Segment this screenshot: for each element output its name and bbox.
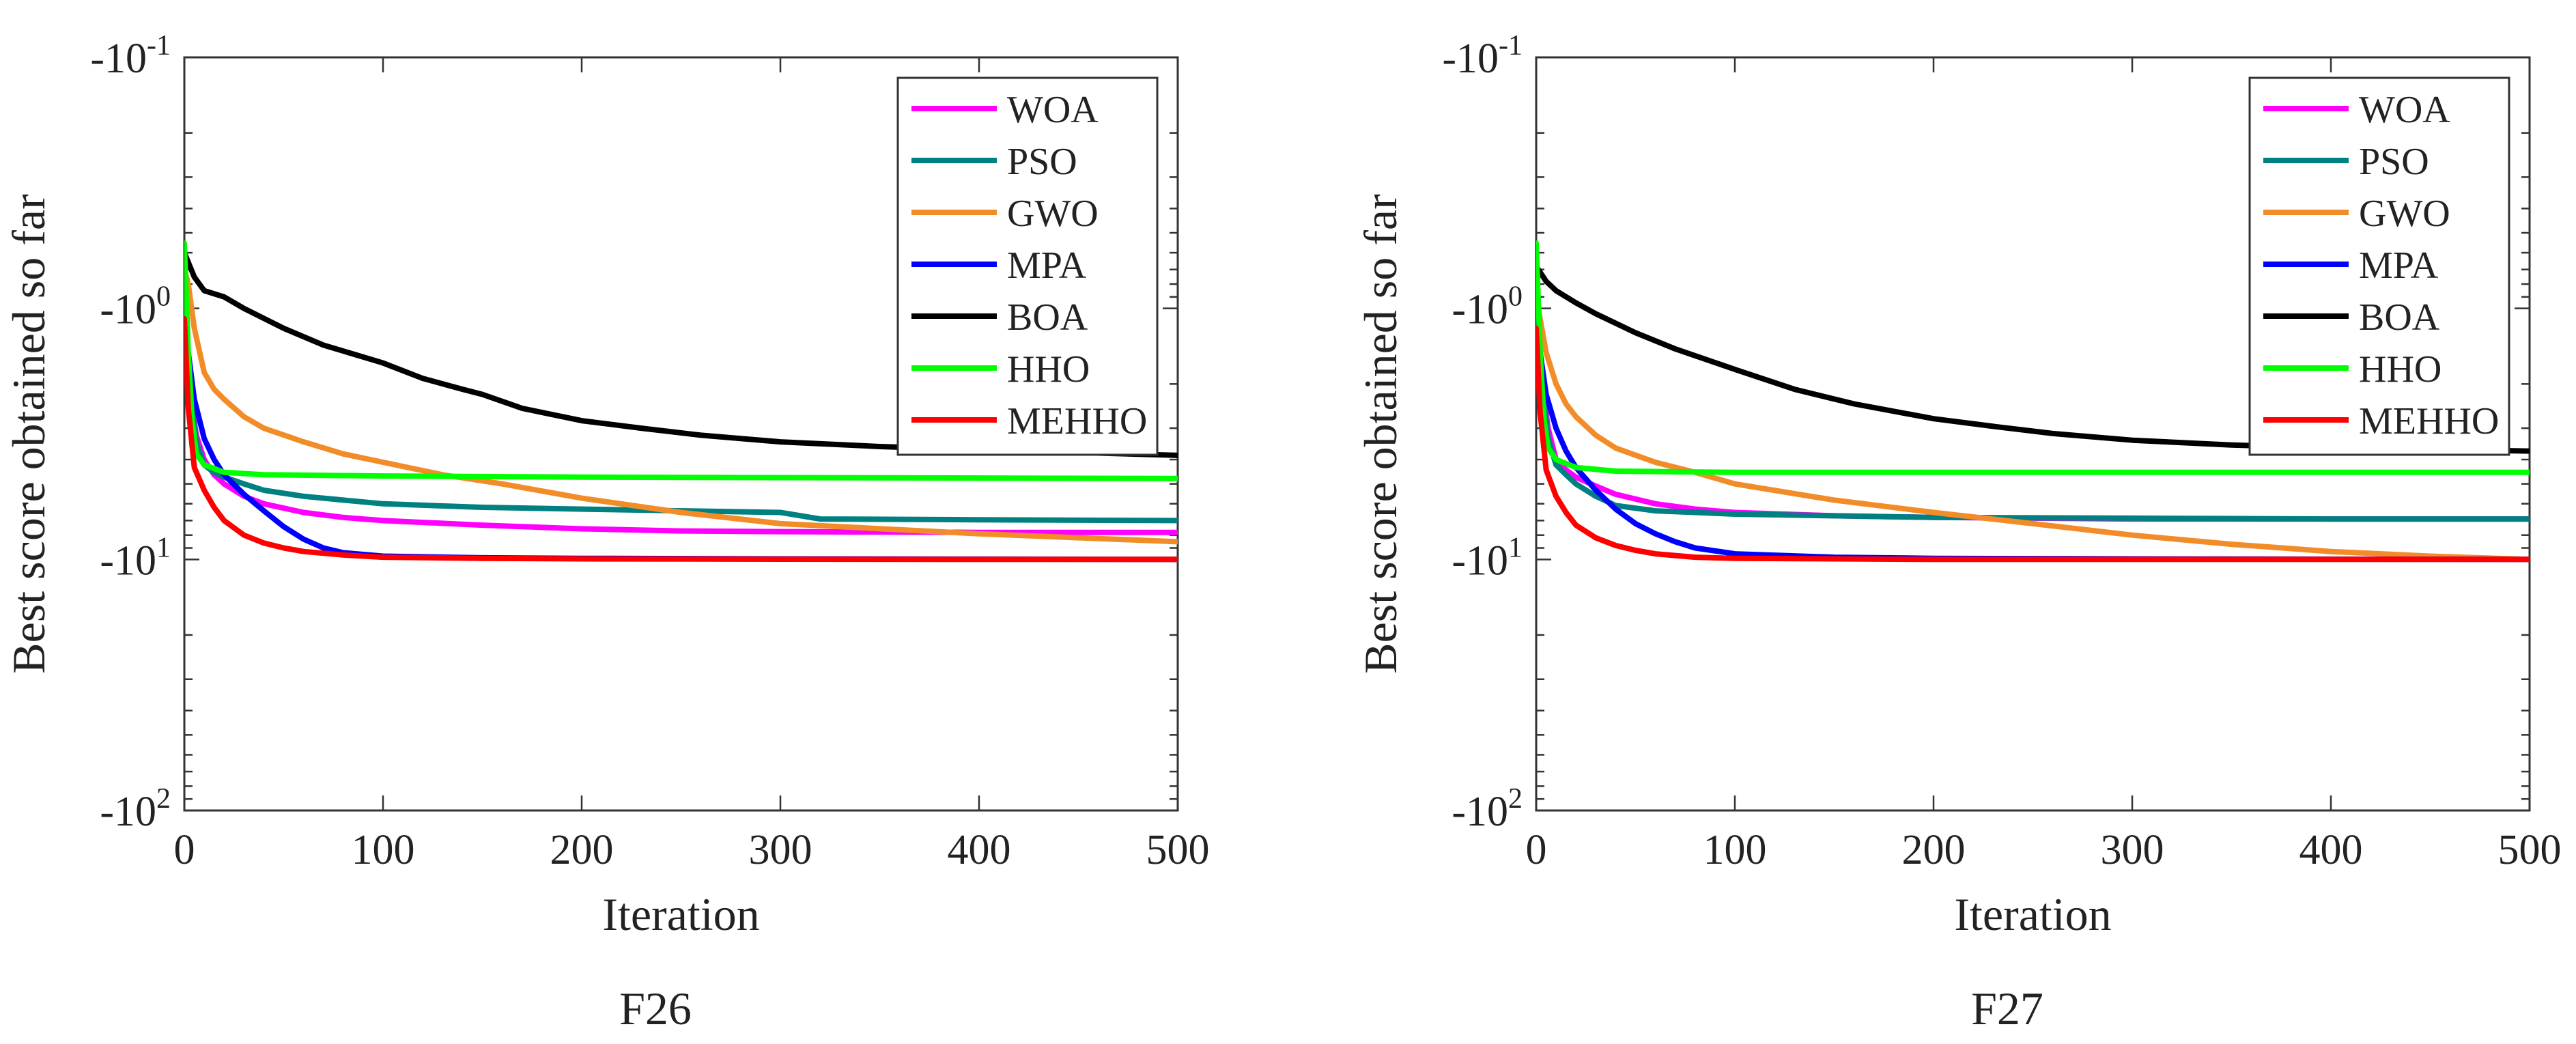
legend: WOA PSO GWO MPA BOA HHO MEHHO [2248,76,2510,456]
x-tick-label: 300 [749,827,812,873]
x-tick-label: 300 [2101,827,2164,873]
x-tick-label: 200 [1902,827,1966,873]
y-tick-label: -10-1 [1442,30,1523,82]
chart-caption: F27 [1971,983,2043,1034]
y-tick-base: -10 [100,789,156,835]
x-tick-label: 500 [2498,827,2562,873]
legend: WOA PSO GWO MPA BOA HHO MEHHO [896,76,1159,456]
y-tick-exponent: 0 [156,281,171,313]
y-tick-label: -100 [1452,281,1523,333]
y-tick-base: -10 [1452,287,1508,333]
series-line-hho [1536,240,2530,475]
x-tick-label: 200 [550,827,614,873]
y-tick-exponent: -1 [147,30,171,61]
x-tick-label: 400 [948,827,1011,873]
legend-label-mehho: MEHHO [2359,400,2499,442]
x-tick-label: 400 [2299,827,2363,873]
legend-label-hho: HHO [1007,348,1090,391]
y-tick-base: -10 [1452,789,1508,835]
legend-label-boa: BOA [2359,296,2440,339]
series-group [184,240,1178,563]
y-tick-label: -101 [100,532,171,584]
y-tick-exponent: 1 [1508,532,1523,563]
y-tick-exponent: 1 [156,532,171,563]
series-line-mehho [184,315,1178,563]
legend-label-mehho: MEHHO [1007,400,1147,442]
y-tick-base: -10 [90,36,147,82]
y-tick-base: -10 [100,537,156,584]
x-tick-label: 500 [1146,827,1210,873]
y-tick-label: -102 [100,783,171,835]
legend-label-boa: BOA [1007,296,1088,339]
series-line-boa [184,250,1178,458]
legend-label-gwo: GWO [1007,193,1099,235]
legend-label-woa: WOA [2359,89,2450,131]
series-group [1536,240,2530,563]
y-tick-base: -10 [100,287,156,333]
y-axis-label: Best score obtained so far [3,194,55,674]
y-tick-label: -100 [100,281,171,333]
y-tick-exponent: -1 [1499,30,1523,61]
y-tick-base: -10 [1452,537,1508,584]
series-line-boa [1536,264,2530,454]
legend-label-hho: HHO [2359,348,2441,391]
legend-label-mpa: MPA [1007,244,1087,287]
legend-label-gwo: GWO [2359,193,2450,235]
y-tick-exponent: 0 [1508,281,1523,313]
series-line-mehho [1536,325,2530,563]
y-tick-exponent: 2 [1508,783,1523,815]
chart-caption: F26 [619,983,692,1034]
legend-label-woa: WOA [1007,89,1099,131]
x-tick-label: 100 [352,827,415,873]
x-tick-label: 100 [1703,827,1767,873]
y-tick-label: -101 [1452,532,1523,584]
x-axis-label: Iteration [1954,888,2111,940]
y-tick-exponent: 2 [156,783,171,815]
series-line-hho [184,240,1178,481]
legend-label-pso: PSO [1007,141,1077,183]
legend-label-mpa: MPA [2359,244,2439,287]
y-tick-label: -102 [1452,783,1523,835]
x-tick-label: 0 [174,827,195,873]
y-tick-label: -10-1 [90,30,171,82]
legend-label-pso: PSO [2359,141,2429,183]
y-axis-label: Best score obtained so far [1355,194,1406,674]
series-line-gwo [184,266,1178,545]
x-tick-label: 0 [1526,827,1547,873]
y-tick-base: -10 [1442,36,1499,82]
x-axis-label: Iteration [602,888,759,940]
